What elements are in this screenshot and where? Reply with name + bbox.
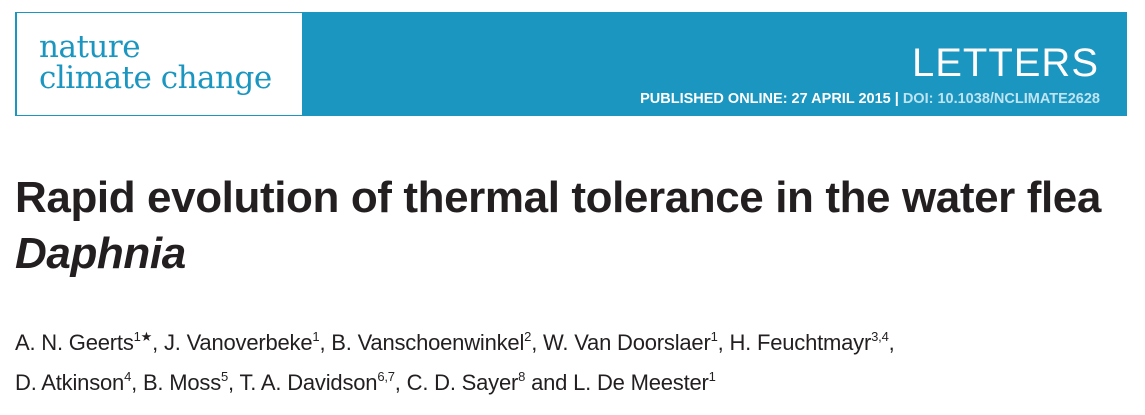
author[interactable]: D. Atkinson4 [15, 370, 131, 395]
author-name: W. Van Doorslaer [543, 330, 711, 355]
doi-link[interactable]: DOI: 10.1038/NCLIMATE2628 [902, 91, 1100, 107]
article-title: Rapid evolution of thermal tolerance in … [15, 170, 1125, 282]
author-affiliation: 2 [524, 329, 532, 344]
author-affiliation: 4 [124, 369, 132, 384]
author-separator: , [531, 330, 544, 355]
published-online-date: PUBLISHED ONLINE: 27 APRIL 2015 [640, 91, 891, 107]
author[interactable]: J. Vanoverbeke1 [163, 329, 320, 355]
author-name: L. De Meester [573, 370, 709, 395]
article-title-italic: Daphnia [15, 229, 186, 278]
author-separator: , [152, 330, 164, 355]
publication-info: PUBLISHED ONLINE: 27 APRIL 2015 | DOI: 1… [640, 91, 1100, 107]
author-name: T. A. Davidson [239, 370, 378, 395]
journal-logo-line-1: nature [39, 29, 141, 65]
author-affiliation: 1 [708, 369, 716, 384]
author-name: J. Vanoverbeke [163, 330, 313, 355]
author-affiliation: 6,7 [377, 369, 395, 384]
author-name: B. Moss [142, 370, 222, 395]
author-name: C. D. Sayer [406, 370, 519, 395]
article-title-main: Rapid evolution of thermal tolerance in … [15, 173, 1101, 222]
author-affiliation: 5 [221, 369, 229, 384]
author-affiliation: 3,4 [871, 329, 889, 344]
author-affiliation: 8 [518, 369, 526, 384]
author-name: B. Vanschoenwinkel [331, 330, 525, 355]
author-separator: , [319, 330, 332, 355]
author-separator: , [131, 370, 143, 395]
author[interactable]: L. De Meester1 [573, 370, 716, 395]
author-name: D. Atkinson [15, 370, 125, 395]
journal-logo[interactable]: nature climate change [16, 12, 303, 116]
author-separator: , [888, 330, 895, 355]
author-separator: , [394, 370, 407, 395]
author-affiliation: 1★ [133, 329, 153, 344]
author[interactable]: T. A. Davidson6,7 [239, 369, 395, 395]
author-separator: and [525, 370, 574, 395]
author-affiliation: 1 [312, 329, 320, 344]
author-name: A. N. Geerts [15, 330, 134, 355]
author[interactable]: A. N. Geerts1★ [15, 330, 152, 355]
author-separator: , [717, 330, 730, 355]
author-separator: , [228, 370, 240, 395]
journal-logo-line-2: climate change [39, 60, 272, 96]
author-list: A. N. Geerts1★, J. Vanoverbeke1, B. Vans… [15, 323, 1130, 403]
author[interactable]: H. Feuchtmayr3,4 [729, 330, 888, 355]
author-name: H. Feuchtmayr [729, 330, 872, 355]
section-label: LETTERS [911, 41, 1099, 85]
author-affiliation: 1 [710, 329, 718, 344]
pub-separator: | [890, 91, 903, 107]
author[interactable]: C. D. Sayer8 [407, 370, 526, 395]
author[interactable]: B. Vanschoenwinkel2 [331, 330, 531, 355]
author[interactable]: W. Van Doorslaer1 [543, 330, 718, 355]
author[interactable]: B. Moss5 [143, 370, 228, 395]
